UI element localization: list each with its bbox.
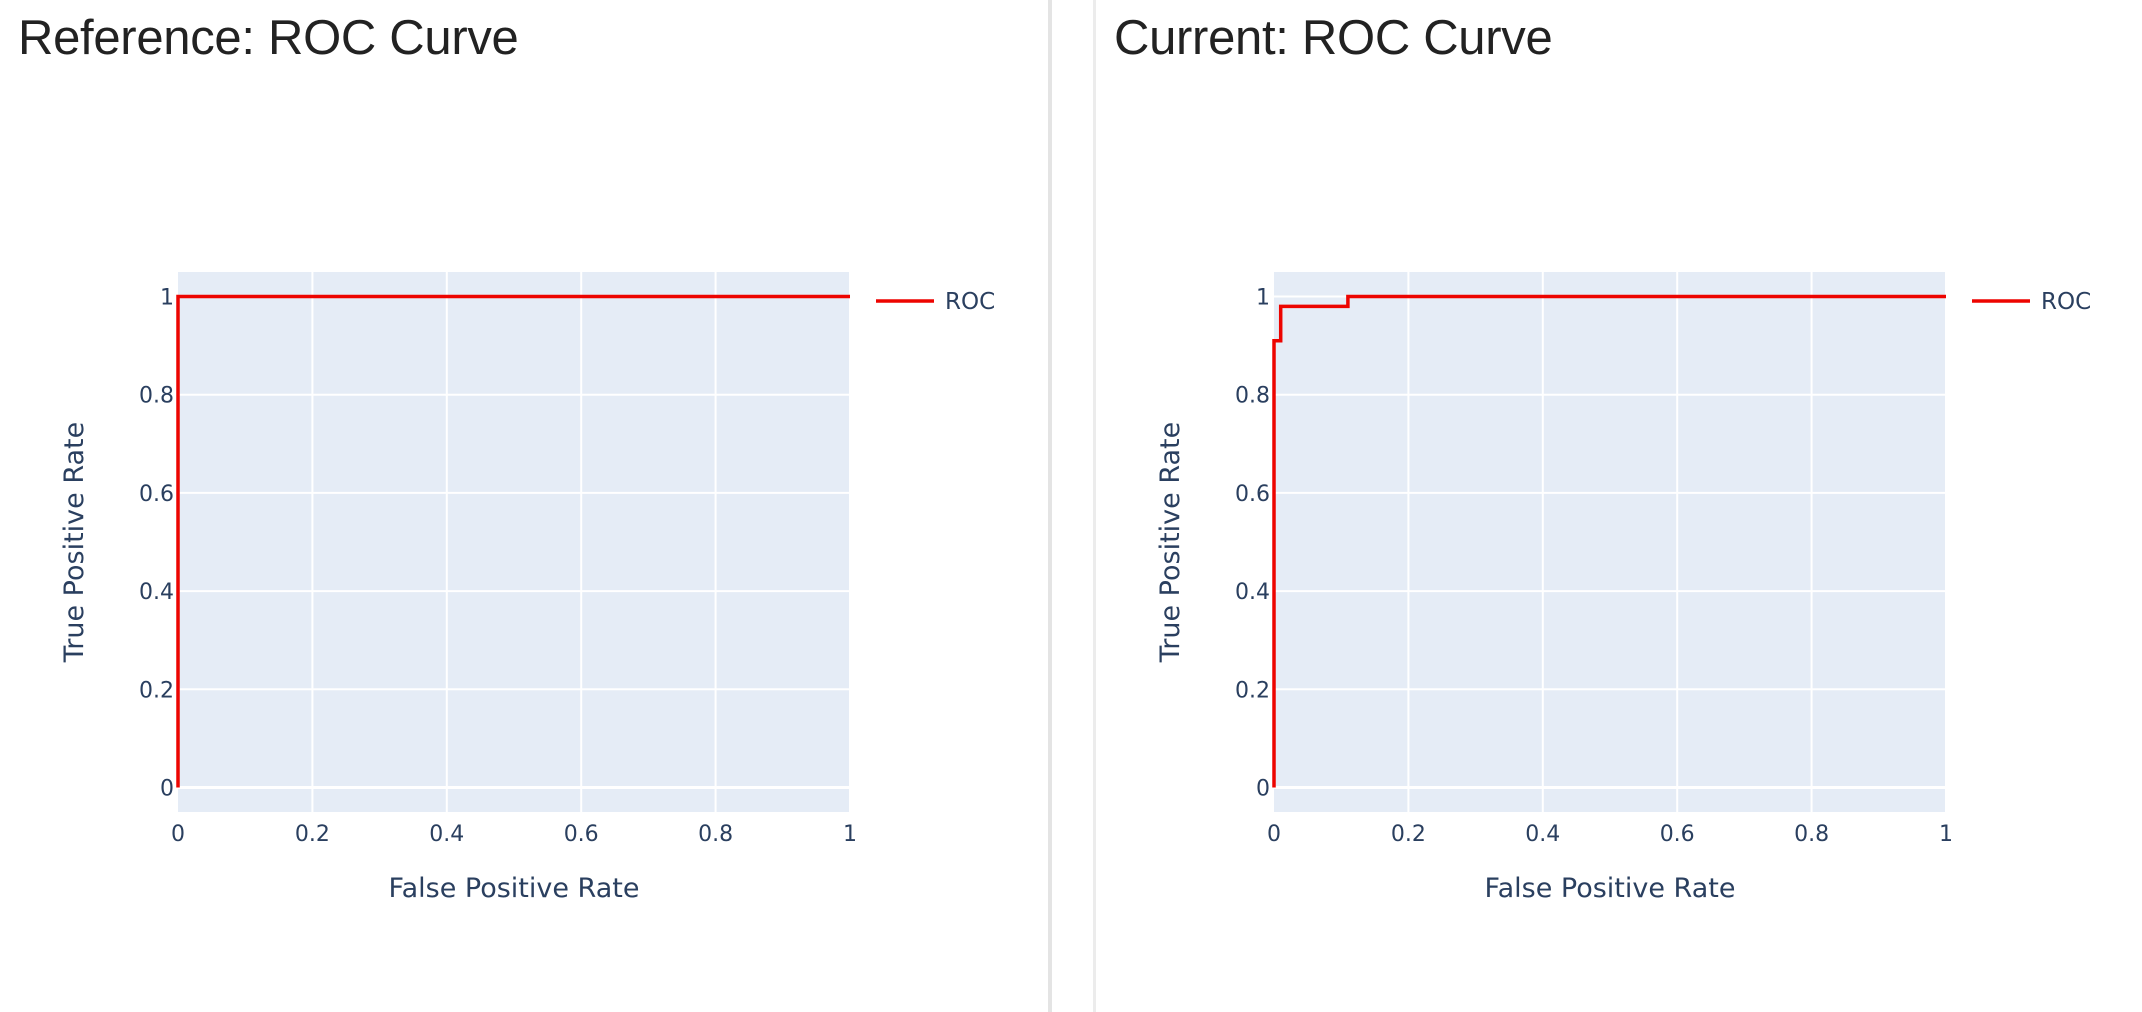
plot-area	[1274, 272, 1946, 812]
x-axis-label: False Positive Rate	[389, 873, 640, 904]
x-tick-label: 0	[171, 822, 185, 847]
y-tick-label: 1	[1256, 286, 1270, 311]
current-roc-panel: Current: ROC Curve 0 0.2 0.4 0.6 0.8 1 0 0.2 0.4…	[1096, 0, 2142, 1012]
x-tick-label: 0.2	[1391, 822, 1426, 847]
y-tick-label: 1	[160, 286, 174, 311]
x-tick-label: 0.8	[698, 822, 733, 847]
panel-gap	[1052, 0, 1096, 1012]
y-tick-label: 0	[1256, 776, 1270, 801]
y-tick-label: 0.2	[1235, 678, 1270, 703]
y-tick-label: 0.4	[139, 580, 174, 605]
x-tick-label: 0.6	[564, 822, 599, 847]
x-tick-label: 0.2	[295, 822, 330, 847]
panel-divider-right	[1093, 0, 1096, 1012]
x-tick-label: 1	[1939, 822, 1953, 847]
y-tick-label: 0.6	[1235, 482, 1270, 507]
roc-series-line	[1272, 294, 1946, 788]
x-tick-label: 0.4	[429, 822, 464, 847]
current-chart-title: Current: ROC Curve	[1114, 11, 1553, 65]
y-tick-label: 0.6	[139, 482, 174, 507]
x-axis-label: False Positive Rate	[1485, 873, 1736, 904]
reference-roc-chart: 0 0.2 0.4 0.6 0.8 1 0 0.2 0.4 0.6 0.8 1 False Positi…	[59, 272, 995, 904]
y-tick-label: 0.8	[139, 384, 174, 409]
y-axis-label: True Positive Rate	[59, 422, 90, 664]
x-tick-label: 0	[1267, 822, 1281, 847]
y-tick-label: 0.8	[1235, 384, 1270, 409]
plot-area	[178, 272, 850, 812]
x-tick-label: 0.4	[1525, 822, 1560, 847]
reference-roc-panel: Reference: ROC Curve 0 0.2 0.4 0.6 0.8 1 0 0.2 0…	[0, 0, 1048, 1012]
y-tick-label: 0.4	[1235, 580, 1270, 605]
x-tick-label: 0.6	[1660, 822, 1695, 847]
legend-label: ROC	[2041, 289, 2091, 315]
y-axis-label: True Positive Rate	[1155, 422, 1186, 664]
current-roc-chart: 0 0.2 0.4 0.6 0.8 1 0 0.2 0.4 0.6 0.8 1 False Positi…	[1155, 272, 2091, 904]
roc-series-line	[176, 294, 850, 788]
x-tick-label: 0.8	[1794, 822, 1829, 847]
legend-label: ROC	[945, 289, 995, 315]
y-tick-label: 0.2	[139, 678, 174, 703]
x-tick-label: 1	[843, 822, 857, 847]
panel-divider	[1048, 0, 1052, 1012]
y-tick-label: 0	[160, 776, 174, 801]
reference-chart-title: Reference: ROC Curve	[18, 11, 519, 65]
